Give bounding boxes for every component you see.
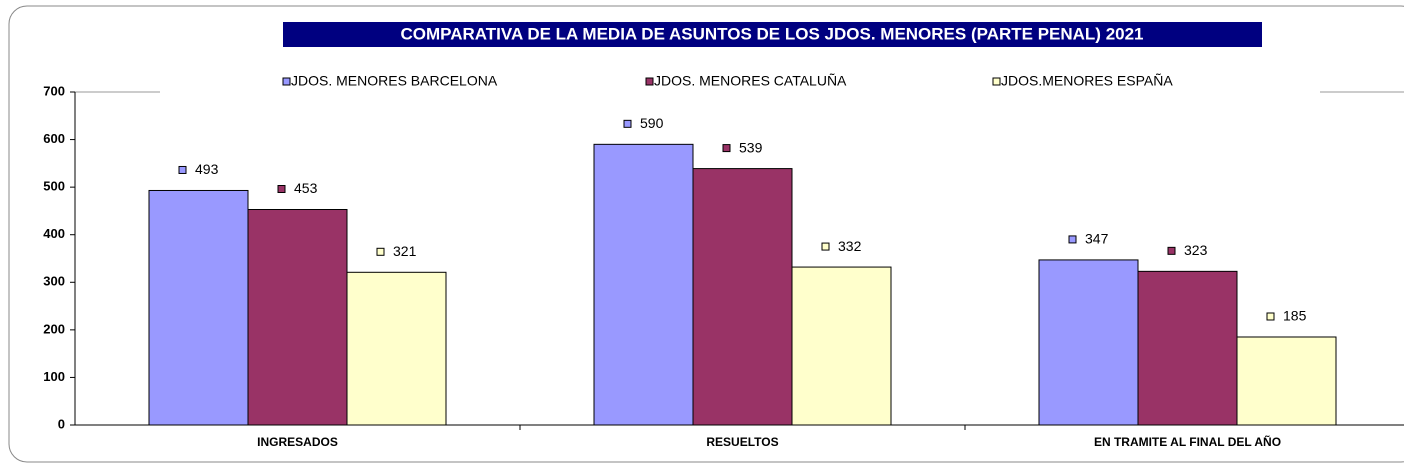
legend-label: JDOS. MENORES BARCELONA <box>291 73 498 89</box>
value-label-key <box>376 247 385 256</box>
value-label: 453 <box>294 180 318 196</box>
y-tick-label: 400 <box>43 226 65 241</box>
value-label: 590 <box>640 115 664 131</box>
bar <box>593 143 694 426</box>
value-label-key <box>623 119 632 128</box>
value-label: 323 <box>1184 242 1208 258</box>
bar <box>1236 336 1337 426</box>
legend-label: JDOS.MENORES ESPAÑA <box>1001 73 1173 89</box>
y-tick-label: 100 <box>43 369 65 384</box>
value-label: 539 <box>739 139 763 155</box>
value-label-key <box>178 165 187 174</box>
value-label-key <box>1167 246 1176 255</box>
legend-label: JDOS. MENORES CATALUÑA <box>654 73 847 89</box>
value-label-key <box>821 242 830 251</box>
y-tick-label: 0 <box>58 416 65 431</box>
bar <box>247 209 348 426</box>
value-label: 332 <box>838 238 862 254</box>
value-label: 185 <box>1283 308 1307 324</box>
value-label: 493 <box>195 161 219 177</box>
value-label-key <box>1266 312 1275 321</box>
y-tick-label: 600 <box>43 131 65 146</box>
legend-key <box>992 77 1001 86</box>
bar <box>148 189 249 426</box>
title-box <box>283 22 1262 47</box>
y-tick-label: 700 <box>43 83 65 98</box>
value-label-key <box>722 144 731 153</box>
value-label-key <box>1068 235 1077 244</box>
chart-title: COMPARATIVA DE LA MEDIA DE ASUNTOS DE LO… <box>400 24 1143 43</box>
bar <box>791 266 892 426</box>
legend-key <box>645 77 654 86</box>
bar <box>1038 259 1139 426</box>
value-label-key <box>277 185 286 194</box>
bar <box>692 168 793 426</box>
x-tick-label: EN TRAMITE AL FINAL DEL AÑO <box>1094 434 1281 449</box>
y-tick-label: 300 <box>43 274 65 289</box>
value-label: 347 <box>1085 231 1109 247</box>
y-tick-label: 500 <box>43 179 65 194</box>
legend-bg <box>160 70 1320 96</box>
x-tick-label: RESUELTOS <box>706 435 778 449</box>
x-tick-label: INGRESADOS <box>257 435 338 449</box>
bar <box>346 271 447 426</box>
value-label: 321 <box>393 243 417 259</box>
bar <box>1137 270 1238 426</box>
y-tick-label: 200 <box>43 321 65 336</box>
legend-key <box>282 77 291 86</box>
